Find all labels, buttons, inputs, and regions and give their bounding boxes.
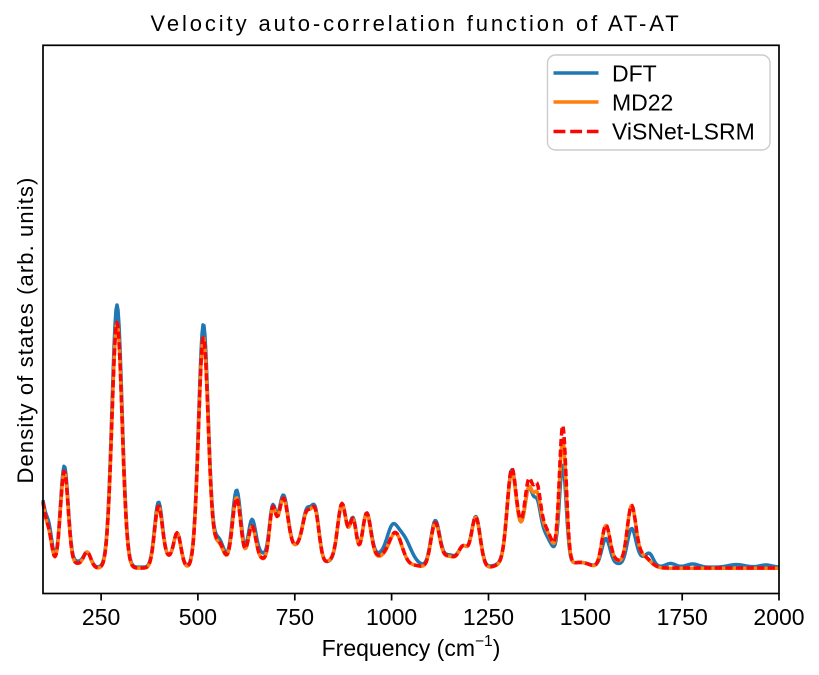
svg-text:500: 500: [179, 604, 217, 630]
svg-text:ViSNet-LSRM: ViSNet-LSRM: [612, 119, 755, 145]
svg-text:750: 750: [276, 604, 314, 630]
svg-text:Velocity auto-correlation func: Velocity auto-correlation function of AT…: [150, 11, 681, 36]
svg-text:Frequency (cm−1): Frequency (cm−1): [322, 633, 501, 661]
svg-text:1750: 1750: [657, 604, 708, 630]
svg-text:2000: 2000: [753, 604, 804, 630]
svg-text:DFT: DFT: [612, 61, 657, 87]
svg-text:1000: 1000: [366, 604, 417, 630]
svg-text:Density of states (arb. units): Density of states (arb. units): [13, 177, 38, 484]
svg-text:MD22: MD22: [612, 90, 673, 116]
svg-text:250: 250: [82, 604, 120, 630]
svg-text:1250: 1250: [463, 604, 514, 630]
svg-text:1500: 1500: [560, 604, 611, 630]
